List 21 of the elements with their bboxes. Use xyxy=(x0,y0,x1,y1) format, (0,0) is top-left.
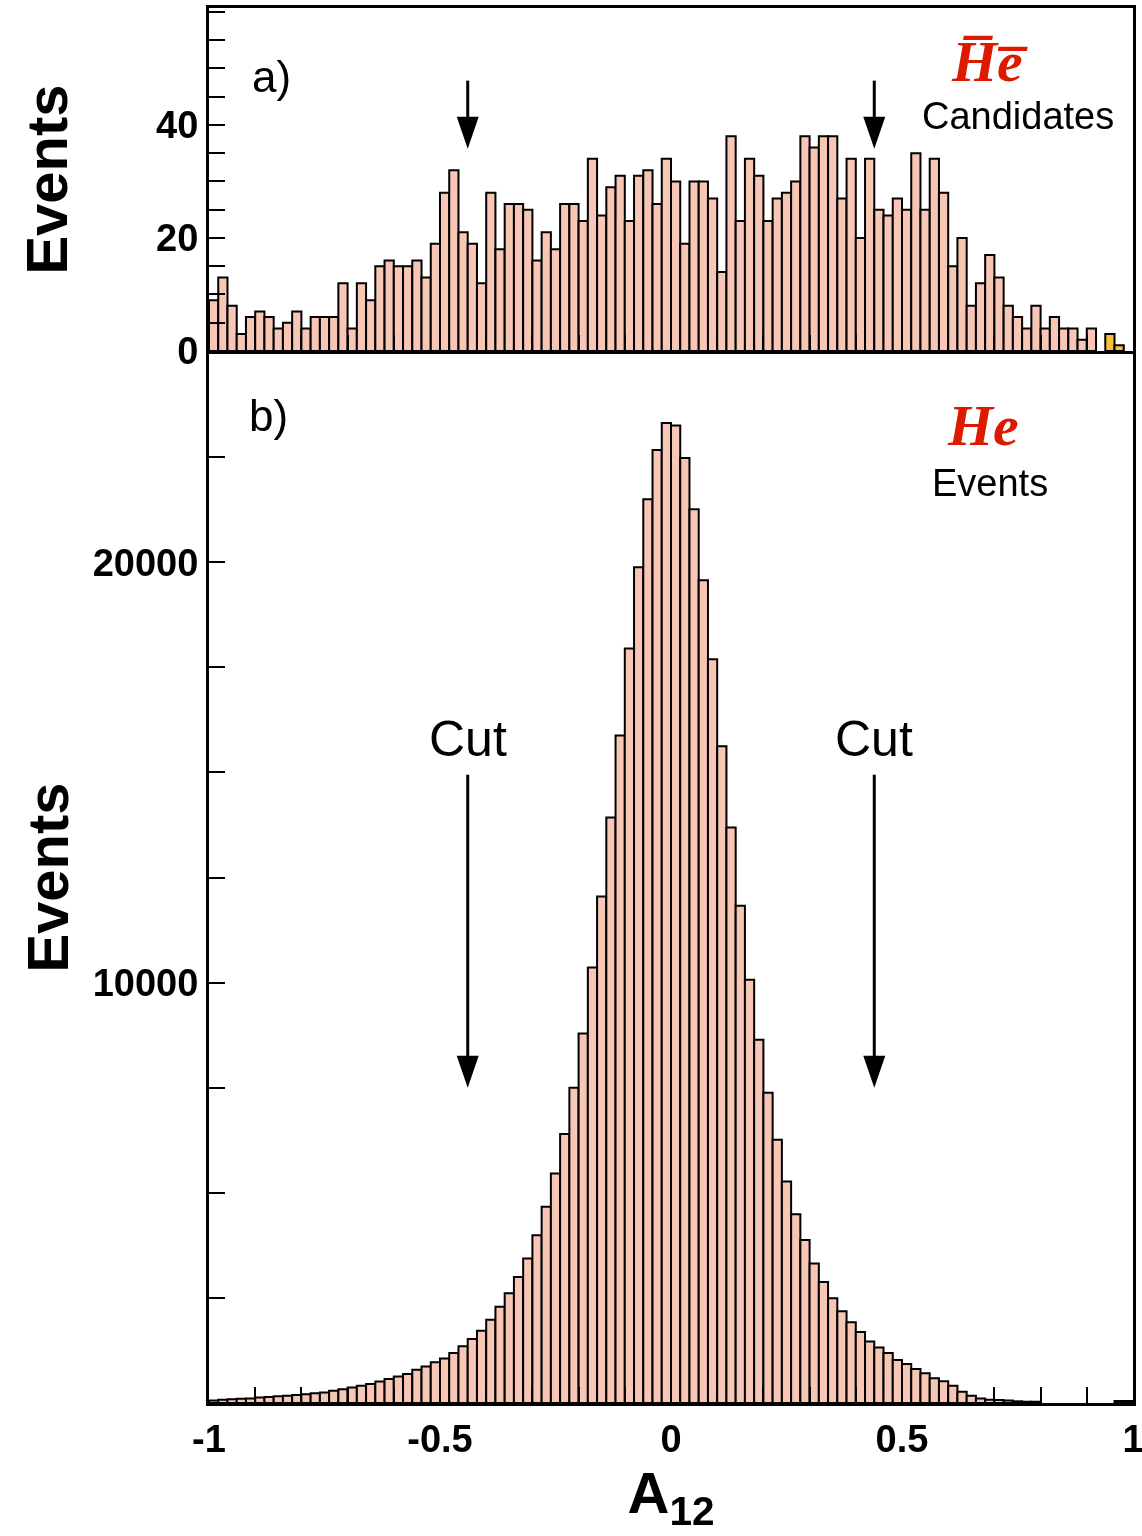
annotation: He xyxy=(947,393,1019,458)
y-axis-title: Events xyxy=(14,84,80,275)
y-tick-label: 20 xyxy=(156,217,199,260)
annotation: a) xyxy=(252,52,292,101)
x-axis-title: A$_{12}$ xyxy=(627,1459,715,1534)
x-tick-label: 1 xyxy=(1122,1417,1142,1460)
ref-line-label: Cut xyxy=(835,711,913,767)
annotation: Candidates xyxy=(922,95,1115,137)
y-tick-label: 10000 xyxy=(92,961,199,1004)
x-tick-label: 0.5 xyxy=(875,1417,929,1460)
y-tick-label: 20000 xyxy=(92,541,199,584)
y-tick-label: 0 xyxy=(177,330,199,373)
annotation: H̅e̅ xyxy=(951,29,1028,94)
y-axis-title: Events xyxy=(14,782,80,973)
y-tick-label: 40 xyxy=(156,104,199,147)
ref-line-label: Cut xyxy=(429,711,507,767)
x-tick-label: -0.5 xyxy=(407,1417,473,1460)
x-tick-label: -1 xyxy=(192,1417,226,1460)
x-tick-label: 0 xyxy=(660,1417,682,1460)
annotation: b) xyxy=(249,391,289,440)
annotation: Events xyxy=(932,462,1049,504)
